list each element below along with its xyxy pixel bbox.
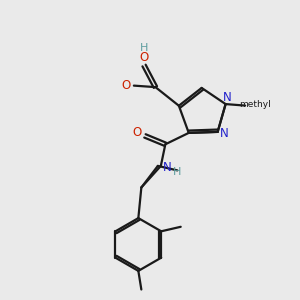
Text: N: N [223, 91, 232, 104]
Text: H: H [140, 43, 148, 53]
Text: H: H [173, 167, 182, 177]
Text: methyl: methyl [239, 100, 271, 109]
Text: O: O [133, 126, 142, 139]
Text: N: N [163, 161, 172, 174]
Text: O: O [122, 79, 131, 92]
Text: N: N [220, 127, 229, 140]
Text: O: O [140, 51, 149, 64]
